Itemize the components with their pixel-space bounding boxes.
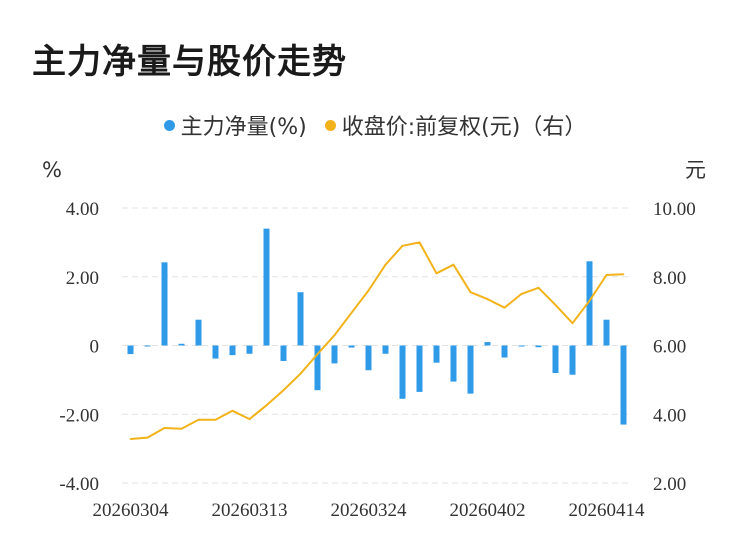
x-tick-label: 20260414 <box>569 500 646 521</box>
legend-bar-marker <box>163 119 175 131</box>
net-flow-bar <box>365 345 372 371</box>
net-flow-bar <box>603 319 610 346</box>
close-price-point <box>401 245 404 247</box>
close-price-point <box>197 418 200 421</box>
close-price-point <box>248 418 251 420</box>
net-flow-bar <box>331 345 338 364</box>
close-price-point <box>554 304 557 306</box>
close-price-point <box>316 353 319 355</box>
y-right-tick-label: 10.00 <box>653 199 696 220</box>
close-price-point <box>537 286 540 289</box>
net-flow-bar <box>144 345 151 347</box>
x-tick-label: 20260324 <box>331 500 408 521</box>
net-flow-bar <box>484 342 491 346</box>
net-flow-bar <box>535 345 542 348</box>
net-flow-bar <box>297 292 304 346</box>
close-price-point <box>146 436 149 439</box>
legend-item-close-price[interactable]: 收盘价:前复权(元)（右） <box>324 109 587 141</box>
close-price-point <box>180 427 183 430</box>
close-price-point <box>571 322 574 324</box>
legend-label-net-flow: 主力净量(%) <box>180 115 307 140</box>
net-flow-bar <box>195 319 202 346</box>
close-price-point <box>129 438 132 440</box>
net-flow-bar <box>569 345 576 375</box>
close-price-point <box>214 418 217 421</box>
close-price-point <box>265 404 268 407</box>
close-price-point <box>333 334 336 336</box>
right-axis-unit: 元 <box>685 158 706 182</box>
net-flow-bar <box>348 345 355 348</box>
legend: 主力净量(%) 收盘价:前复权(元)（右） <box>0 109 750 141</box>
net-flow-bar <box>212 345 219 359</box>
net-flow-bar <box>552 345 559 373</box>
close-price-point <box>605 274 608 276</box>
y-right-tick-label: 8.00 <box>653 268 686 289</box>
y-left-tick-label: -2.00 <box>59 405 99 426</box>
net-flow-bar <box>433 345 440 363</box>
net-flow-bar <box>382 345 389 354</box>
close-price-point <box>622 273 625 276</box>
net-flow-bar <box>586 261 593 346</box>
close-price-point <box>503 306 506 309</box>
x-tick-label: 20260304 <box>93 500 170 521</box>
net-flow-bar <box>127 345 134 355</box>
x-tick-label: 20260402 <box>450 500 526 521</box>
y-left-tick-label: 4.00 <box>66 199 99 220</box>
close-price-line <box>130 241 624 440</box>
y-left-tick-label: 2.00 <box>66 268 99 289</box>
close-price-point <box>520 293 523 295</box>
close-price-point <box>588 300 591 302</box>
close-price-point <box>299 372 302 375</box>
net-flow-bar <box>399 345 406 399</box>
net-flow-bar <box>246 345 253 354</box>
close-price-point <box>350 312 353 314</box>
net-flow-bar <box>161 262 168 346</box>
legend-label-close-price: 收盘价:前复权(元)（右） <box>341 115 587 140</box>
close-price-point <box>367 289 370 292</box>
close-price-point <box>231 410 234 412</box>
x-tick-label: 20260313 <box>212 500 288 521</box>
net-flow-bar <box>467 345 474 394</box>
legend-item-net-flow[interactable]: 主力净量(%) <box>163 109 307 141</box>
net-flow-bar <box>450 345 457 382</box>
net-flow-bar <box>280 345 287 361</box>
close-price-point <box>384 263 387 266</box>
left-axis-unit: % <box>42 158 62 182</box>
net-flow-bar <box>314 345 321 391</box>
legend-line-marker <box>324 119 336 131</box>
net-flow-bar <box>263 228 270 346</box>
y-right-tick-label: 4.00 <box>653 405 686 426</box>
close-price-point <box>452 263 455 266</box>
net-flow-bar <box>620 345 627 425</box>
close-price-point <box>282 389 285 391</box>
chart-title: 主力净量与股价走势 <box>32 42 347 82</box>
net-flow-bar <box>416 345 423 392</box>
y-right-tick-label: 2.00 <box>653 474 686 495</box>
close-price-point <box>469 291 472 294</box>
close-price-point <box>418 241 421 244</box>
close-price-point <box>435 272 438 275</box>
y-left-tick-label: -4.00 <box>59 474 99 495</box>
net-flow-bar <box>178 343 185 346</box>
y-right-tick-label: 6.00 <box>653 337 686 358</box>
net-flow-bar <box>501 345 508 358</box>
close-price-point <box>163 427 166 429</box>
net-flow-bar <box>229 345 236 356</box>
close-price-point <box>486 298 489 300</box>
net-flow-bar <box>518 345 525 347</box>
y-left-tick-label: 0 <box>90 337 100 358</box>
